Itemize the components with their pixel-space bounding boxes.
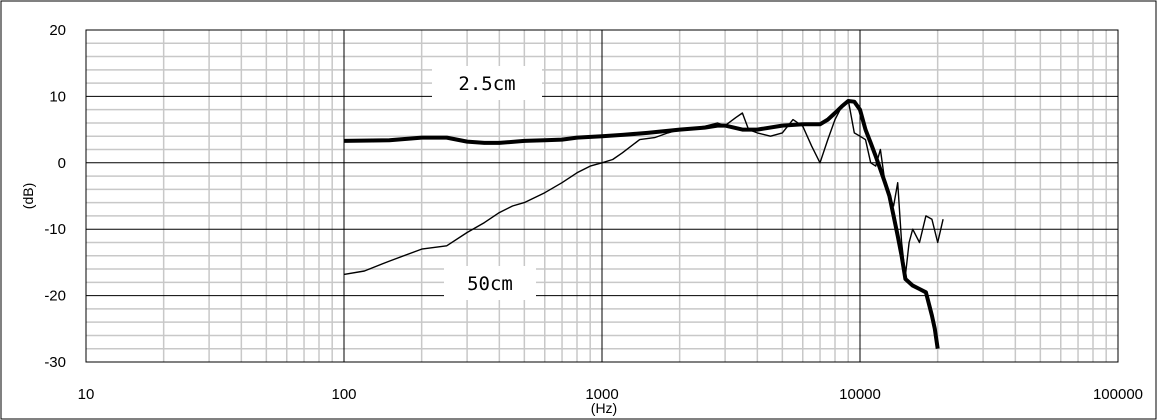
x-tick-label: 10 [78, 386, 95, 403]
y-tick-label: -20 [44, 288, 66, 305]
label-box-near-field [432, 66, 542, 100]
x-tick-label: 100 [331, 386, 356, 403]
y-tick-label: -30 [44, 354, 66, 371]
y-tick-label: 20 [49, 22, 66, 39]
y-axis-title: (dB) [20, 183, 36, 209]
y-tick-label: -10 [44, 221, 66, 238]
series-layer [343, 98, 944, 349]
x-axis-title: (Hz) [591, 400, 617, 416]
label-box-far-field [444, 266, 536, 300]
y-tick-label: 10 [49, 88, 66, 105]
x-tick-label: 1000 [585, 386, 618, 403]
x-tick-label: 10000 [839, 386, 881, 403]
y-tick-label: 0 [58, 155, 66, 172]
x-tick-label: 100000 [1093, 386, 1143, 403]
series-line-far-field [343, 98, 944, 277]
series-annotation-label: 50cm [467, 273, 513, 295]
annotations: 2.5cm 50cm [432, 66, 542, 300]
plot-area [85, 29, 1119, 363]
series-line-near-field [343, 99, 940, 349]
series-annotation-label: 2.5cm [458, 73, 515, 95]
